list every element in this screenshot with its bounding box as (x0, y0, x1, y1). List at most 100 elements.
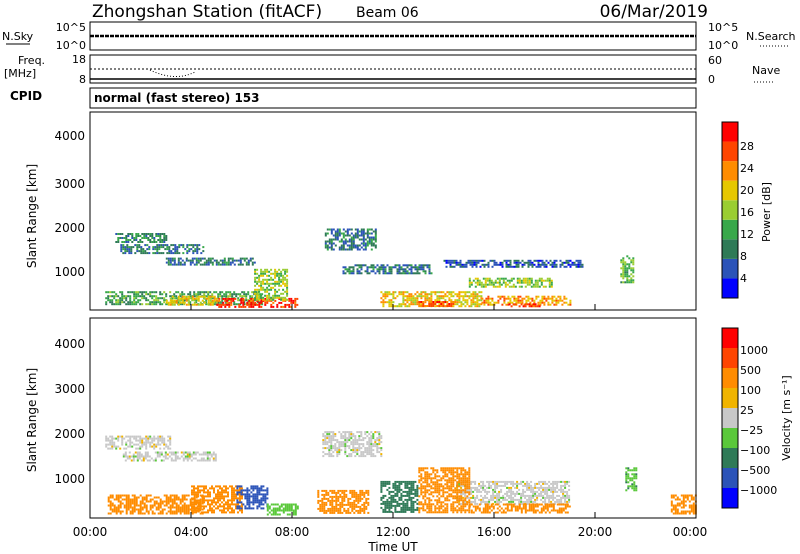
heatmap-cell (181, 263, 184, 266)
heatmap-cell (388, 506, 391, 509)
heatmap-cell (408, 482, 411, 485)
heatmap-cell (456, 293, 459, 296)
heatmap-cell (462, 490, 465, 493)
heatmap-cell (390, 500, 393, 503)
heatmap-cell (432, 495, 435, 498)
heatmap-cell (472, 505, 475, 508)
heatmap-cell (187, 303, 190, 306)
heatmap-cell (193, 491, 195, 494)
heatmap-cell (372, 433, 375, 436)
heatmap-cell (514, 303, 517, 306)
heatmap-cell (127, 291, 130, 294)
heatmap-cell (205, 295, 208, 298)
heatmap-cell (460, 502, 463, 505)
heatmap-cell (540, 490, 543, 493)
heatmap-cell (205, 511, 207, 514)
heatmap-cell (209, 297, 212, 300)
heatmap-cell (406, 305, 409, 308)
heatmap-cell (382, 508, 385, 511)
heatmap-cell (207, 493, 209, 496)
heatmap-cell (330, 230, 333, 233)
heatmap-cell (550, 500, 553, 503)
heatmap-cell (374, 431, 377, 434)
heatmap-cell (213, 295, 216, 298)
heatmap-cell (442, 301, 445, 303)
heatmap-cell (455, 261, 458, 264)
heatmap-cell (221, 509, 223, 512)
heatmap-cell (207, 263, 210, 266)
heatmap-cell (193, 301, 196, 304)
heatmap-cell (565, 265, 568, 268)
heatmap-cell (157, 301, 160, 304)
heatmap-cell (430, 291, 433, 294)
heatmap-cell (219, 259, 222, 262)
heatmap-cell (322, 443, 325, 446)
heatmap-cell (460, 473, 463, 476)
heatmap-cell (223, 497, 225, 500)
heatmap-cell (564, 503, 567, 506)
heatmap-cell (490, 283, 493, 286)
heatmap-cell (159, 500, 162, 503)
heatmap-cell (324, 441, 327, 444)
heatmap-cell (260, 507, 263, 510)
heatmap-cell (452, 507, 455, 510)
heatmap-cell (434, 491, 437, 494)
heatmap-cell (357, 497, 360, 500)
heatmap-cell (420, 291, 423, 294)
heatmap-cell (197, 507, 199, 510)
heatmap-cell (347, 497, 350, 500)
heatmap-cell (229, 291, 232, 294)
heatmap-cell (422, 491, 425, 494)
heatmap-cell (170, 459, 173, 462)
heatmap-cell (341, 491, 344, 494)
heatmap-cell (159, 447, 162, 450)
heatmap-cell (266, 299, 269, 302)
heatmap-cell (472, 496, 475, 499)
heatmap-cell (416, 291, 419, 294)
heatmap-cell (209, 507, 211, 510)
heatmap-cell (348, 268, 351, 271)
heatmap-cell (474, 488, 477, 491)
heatmap-cell (280, 292, 283, 295)
heatmap-cell (237, 511, 239, 514)
heatmap-cell (191, 498, 194, 501)
heatmap-cell (430, 491, 433, 494)
heatmap-cell (207, 261, 210, 264)
heatmap-cell (554, 488, 557, 491)
heatmap-cell (174, 250, 177, 253)
heatmap-cell (257, 301, 260, 304)
heatmap-cell (506, 492, 509, 495)
heatmap-cell (456, 469, 459, 472)
heatmap-cell (456, 495, 459, 498)
heatmap-cell (400, 496, 403, 499)
heatmap-cell (331, 489, 334, 492)
heatmap-cell (131, 494, 134, 497)
heatmap-cell (478, 507, 481, 510)
heatmap-cell (168, 250, 171, 253)
heatmap-cell (390, 301, 393, 304)
heatmap-cell (472, 295, 475, 298)
heatmap-cell (504, 285, 507, 288)
heatmap-cell (350, 435, 353, 438)
heatmap-cell (346, 455, 349, 458)
heatmap-cell (402, 490, 405, 493)
heatmap-cell (231, 487, 233, 490)
heatmap-cell (418, 301, 421, 303)
heatmap-cell (290, 503, 293, 506)
heatmap-cell (335, 491, 338, 494)
heatmap-cell (444, 301, 447, 303)
heatmap-cell (111, 295, 114, 298)
heatmap-cell (163, 239, 166, 241)
heatmap-cell (169, 257, 172, 260)
heatmap-cell (428, 509, 431, 512)
heatmap-cell (231, 485, 233, 488)
heatmap-cell (494, 490, 497, 493)
heatmap-cell (157, 508, 160, 511)
heatmap-cell (364, 244, 367, 247)
heatmap-cell (270, 513, 273, 516)
heatmap-cell (551, 261, 554, 264)
heatmap-cell (420, 266, 423, 269)
heatmap-cell (168, 451, 171, 454)
heatmap-cell (446, 469, 449, 472)
heatmap-cell (446, 481, 449, 484)
